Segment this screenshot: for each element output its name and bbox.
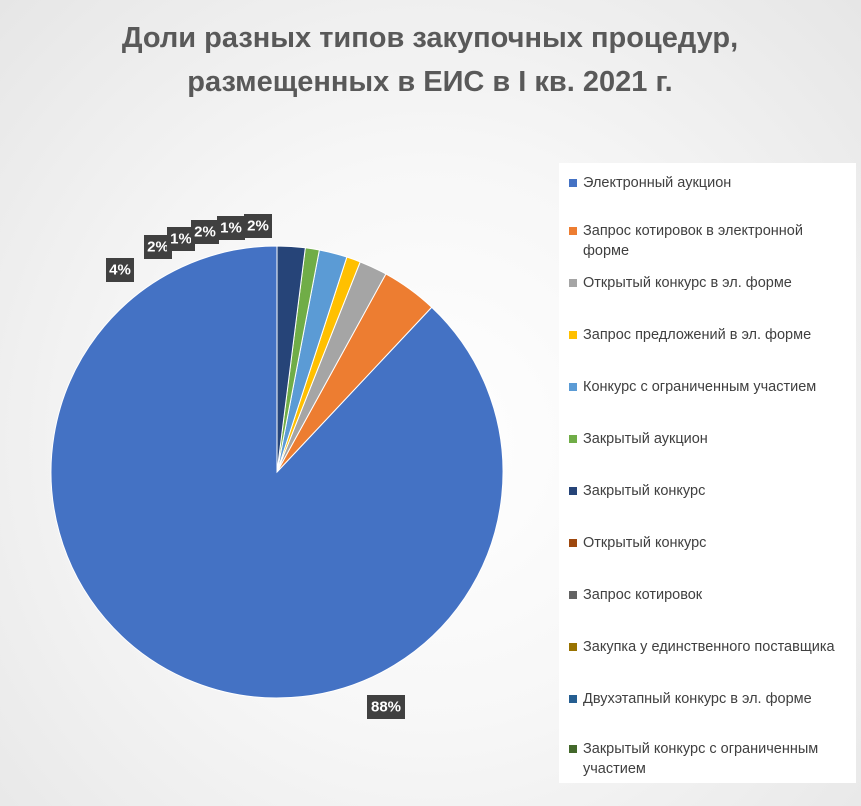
legend-label-6: Закрытый конкурс — [583, 483, 706, 499]
data-label-box-5 — [217, 216, 245, 240]
legend-item-6: Закрытый конкурс — [569, 481, 851, 501]
legend-label-1: Запрос котировок в электронной форме — [583, 223, 803, 259]
data-label-box-1 — [106, 258, 134, 282]
legend-item-0: Электронный аукцион — [569, 173, 851, 193]
chart-title-line-1: Доли разных типов закупочных процедур, — [121, 22, 739, 54]
legend-item-10: Двухэтапный конкурс в эл. форме — [569, 689, 851, 709]
legend-item-5: Закрытый аукцион — [569, 429, 851, 449]
data-label-1: 4% — [106, 258, 134, 282]
chart-title: Доли разных типов закупочных процедур, р… — [60, 16, 800, 104]
legend-label-9: Закупка у единственного поставщика — [583, 639, 835, 655]
legend-label-2: Открытый конкурс в эл. форме — [583, 275, 792, 291]
chart-legend: Электронный аукцион Запрос котировок в эл… — [559, 163, 856, 783]
legend-item-2: Открытый конкурс в эл. форме — [569, 273, 851, 293]
data-label-0: 88% — [367, 695, 405, 719]
legend-swatch-11 — [569, 745, 577, 753]
legend-label-3: Запрос предложений в эл. форме — [583, 327, 812, 343]
legend-swatch-7 — [569, 539, 577, 547]
chart-title-line-2: размещенных в ЕИС в I кв. 2021 г. — [187, 66, 673, 98]
legend-item-7: Открытый конкурс — [569, 533, 851, 553]
legend-item-1: Запрос котировок в электронной форме — [569, 221, 851, 261]
data-label-box-4 — [191, 220, 219, 244]
legend-label-5: Закрытый аукцион — [583, 431, 708, 447]
data-label-text-2: 2% — [147, 239, 169, 256]
legend-label-4: Конкурс с ограниченным участием — [583, 379, 817, 395]
data-label-text-4: 2% — [194, 224, 216, 241]
data-label-5: 1% — [217, 216, 245, 240]
legend-item-4: Конкурс с ограниченным участием — [569, 377, 851, 397]
legend-swatch-1 — [569, 227, 577, 235]
data-label-box-3 — [167, 227, 195, 251]
legend-label-0: Электронный аукцион — [583, 175, 732, 191]
legend-swatch-0 — [569, 179, 577, 187]
data-label-text-3: 1% — [170, 231, 192, 248]
legend-swatch-4 — [569, 383, 577, 391]
data-label-4: 2% — [191, 220, 219, 244]
legend-item-3: Запрос предложений в эл. форме — [569, 325, 851, 345]
legend-swatch-9 — [569, 643, 577, 651]
legend-swatch-3 — [569, 331, 577, 339]
legend-item-11: Закрытый конкурс с ограниченным участием — [569, 739, 851, 779]
legend-swatch-6 — [569, 487, 577, 495]
legend-label-7: Открытый конкурс — [583, 535, 707, 551]
legend-swatch-10 — [569, 695, 577, 703]
legend-swatch-5 — [569, 435, 577, 443]
pie-slice-6 — [276, 245, 306, 473]
data-label-text-0: 88% — [371, 699, 401, 716]
data-label-box-0 — [367, 695, 405, 719]
legend-label-8: Запрос котировок — [583, 587, 703, 603]
legend-swatch-8 — [569, 591, 577, 599]
legend-label-10: Двухэтапный конкурс в эл. форме — [583, 691, 812, 707]
data-label-box-6 — [244, 214, 272, 238]
data-label-text-1: 4% — [109, 262, 131, 279]
legend-label-11: Закрытый конкурс с ограниченным участием — [583, 741, 819, 777]
legend-item-9: Закупка у единственного поставщика — [569, 637, 851, 657]
data-label-text-6: 2% — [247, 218, 269, 235]
legend-swatch-2 — [569, 279, 577, 287]
legend-item-8: Запрос котировок — [569, 585, 851, 605]
data-label-6: 2% — [244, 214, 272, 238]
data-label-text-5: 1% — [220, 220, 242, 237]
data-label-3: 1% — [167, 227, 195, 251]
